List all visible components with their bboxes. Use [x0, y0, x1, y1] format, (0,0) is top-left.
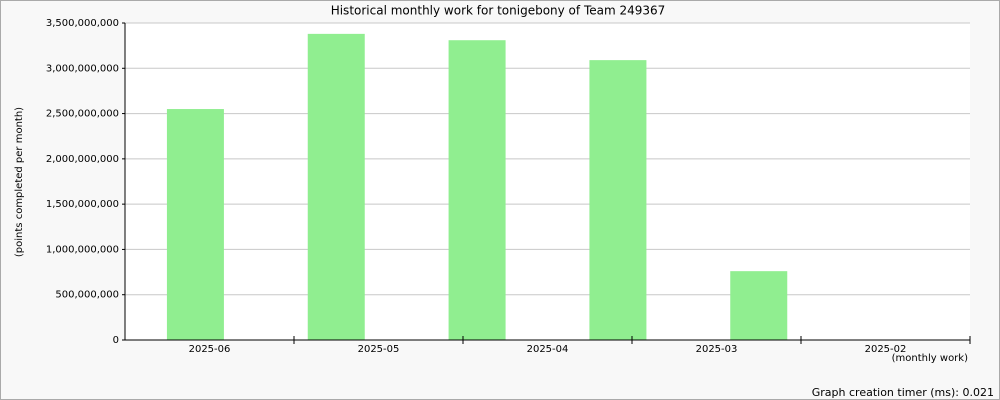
y-tick-label: 0: [113, 335, 119, 346]
footer: Graph creation timer (ms): 0.021: [812, 386, 994, 399]
y-axis-title: (points completed per month): [14, 107, 25, 257]
bar: [307, 33, 365, 341]
chart-title: Historical monthly work for tonigebony o…: [331, 4, 666, 18]
x-tick-label: 2025-05: [358, 344, 400, 355]
x-axis-title: (monthly work): [892, 353, 968, 364]
x-tick-label: 2025-04: [527, 344, 569, 355]
y-tick-label: 2,500,000,000: [46, 109, 119, 120]
bar: [166, 109, 224, 341]
x-tick-label: 2025-06: [189, 344, 231, 355]
bar: [589, 60, 647, 341]
bar: [448, 40, 506, 341]
y-tick-label: 3,500,000,000: [46, 18, 119, 29]
x-tick-label: 2025-02: [865, 344, 907, 355]
bars: [166, 33, 788, 341]
y-tick-label: 2,000,000,000: [46, 154, 119, 165]
bar: [730, 271, 788, 340]
y-tick-label: 1,500,000,000: [46, 199, 119, 210]
y-tick-label: 1,000,000,000: [46, 244, 119, 255]
y-tick-label: 500,000,000: [55, 290, 119, 301]
y-tick-label: 3,000,000,000: [46, 63, 119, 74]
x-tick-label: 2025-03: [696, 344, 738, 355]
plot-area: [125, 23, 970, 340]
